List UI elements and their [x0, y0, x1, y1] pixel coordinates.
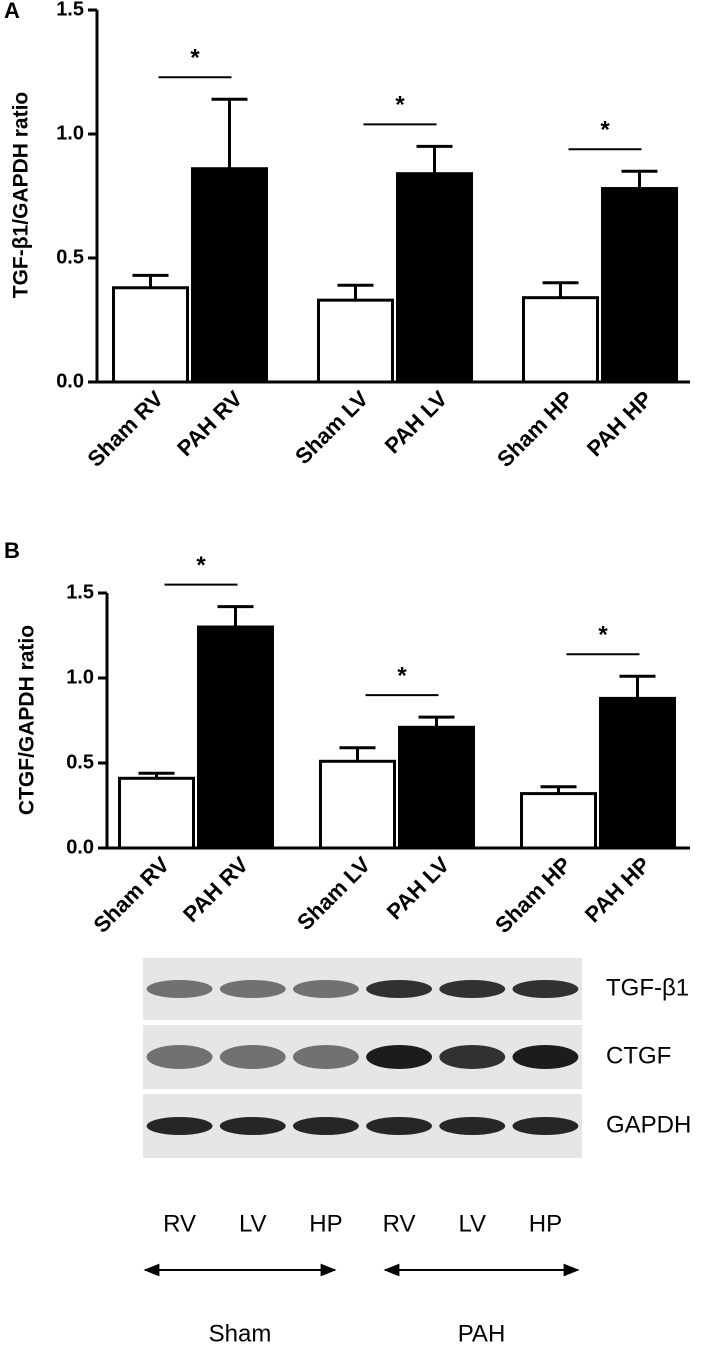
x-tick-label: PAH RV [172, 386, 247, 461]
x-tick-label: PAH RV [178, 852, 253, 927]
x-tick-label: PAH LV [382, 852, 455, 925]
blot-band [512, 1045, 579, 1069]
lane-label: LV [239, 1210, 267, 1237]
blot-strip [143, 1094, 582, 1158]
blot-row-label: CTGF [606, 1042, 671, 1069]
blot-band [366, 1117, 433, 1135]
x-tick-label: Sham HP [490, 852, 576, 938]
blot-band [439, 980, 506, 998]
blot-band [439, 1045, 506, 1069]
bar [599, 696, 676, 850]
blot-band [366, 980, 433, 998]
y-tick-label: 1.5 [56, 0, 84, 20]
panel-label: B [4, 538, 20, 563]
y-tick-label: 1.0 [56, 122, 84, 144]
y-axis-label: TGF-β1/GAPDH ratio [10, 92, 33, 299]
significance-mark: * [598, 622, 608, 649]
significance-mark: * [397, 662, 407, 689]
significance-mark: * [395, 92, 405, 119]
y-tick-label: 0.5 [56, 246, 84, 268]
blot-band [512, 980, 579, 998]
bar [317, 298, 394, 384]
blot-row-label: TGF-β1 [606, 974, 689, 1001]
x-tick-label: Sham RV [82, 386, 168, 472]
bar [396, 172, 473, 384]
bar [319, 759, 396, 850]
bar [601, 187, 678, 384]
blot-band [512, 1117, 579, 1135]
blot-band [292, 1045, 359, 1069]
x-tick-label: PAH HP [580, 852, 655, 927]
lane-label: HP [309, 1210, 342, 1237]
bar [522, 296, 599, 384]
y-tick-label: 1.0 [66, 666, 94, 688]
y-tick-label: 1.5 [66, 581, 94, 603]
x-tick-label: PAH HP [582, 386, 657, 461]
blot-band [146, 1045, 213, 1069]
lane-label: RV [383, 1210, 416, 1237]
significance-mark: * [196, 552, 206, 579]
y-tick-label: 0.0 [66, 836, 94, 858]
group-label: PAH [458, 1320, 506, 1347]
x-tick-label: Sham HP [492, 386, 578, 472]
blot-strip [143, 958, 582, 1020]
lane-label: HP [529, 1210, 562, 1237]
x-tick-label: Sham RV [88, 852, 174, 938]
y-axis-label: CTGF/GAPDH ratio [16, 625, 39, 815]
group-label: Sham [209, 1320, 272, 1347]
significance-mark: * [600, 117, 610, 144]
y-tick-label: 0.0 [56, 370, 84, 392]
bar [118, 776, 195, 850]
blot-band [219, 980, 286, 998]
blot-band [366, 1045, 433, 1069]
blot-band [292, 1117, 359, 1135]
blot-band [146, 1117, 213, 1135]
significance-mark: * [190, 45, 200, 72]
blot-strip [143, 1025, 582, 1089]
bar [520, 792, 597, 850]
x-tick-label: Sham LV [292, 852, 375, 935]
bar [398, 725, 475, 850]
y-tick-label: 0.5 [66, 751, 94, 773]
bar [191, 167, 268, 384]
blot-band [219, 1045, 286, 1069]
lane-label: LV [458, 1210, 486, 1237]
bar [197, 625, 274, 850]
blot-band [219, 1117, 286, 1135]
x-tick-label: PAH LV [380, 386, 453, 459]
blot-band [292, 980, 359, 998]
lane-label: RV [163, 1210, 196, 1237]
blot-row-label: GAPDH [606, 1111, 691, 1138]
panel-label: A [4, 0, 20, 23]
x-tick-label: Sham LV [290, 386, 373, 469]
bar [112, 286, 189, 384]
blot-band [439, 1117, 506, 1135]
blot-band [146, 980, 213, 998]
